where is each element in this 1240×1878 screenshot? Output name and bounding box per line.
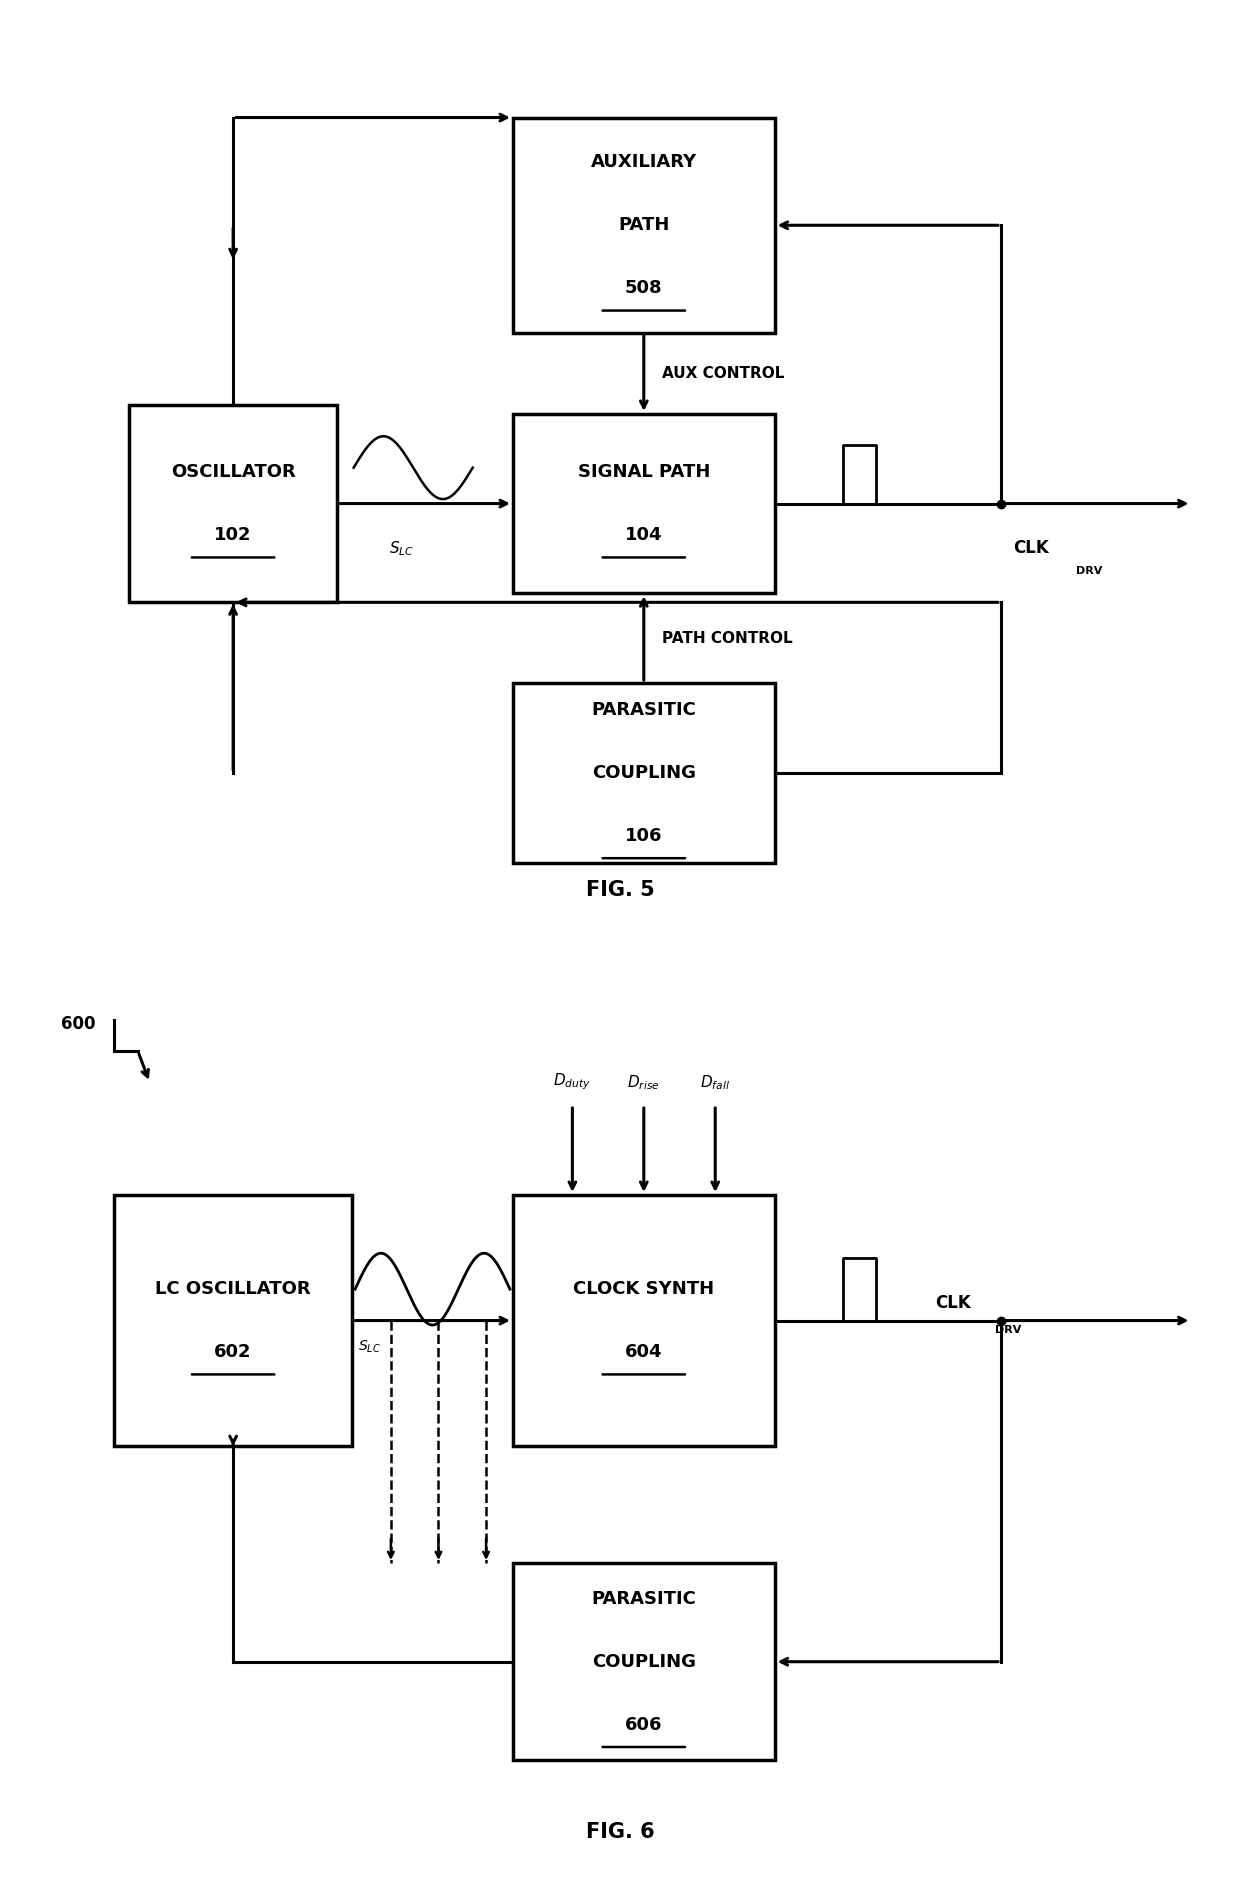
Text: CLOCK SYNTH: CLOCK SYNTH (573, 1281, 714, 1298)
Text: $S_{LC}$: $S_{LC}$ (358, 1339, 381, 1354)
Text: COUPLING: COUPLING (591, 1653, 696, 1671)
Text: PARASITIC: PARASITIC (591, 1591, 696, 1608)
Bar (513, 1194, 775, 1446)
Text: SIGNAL PATH: SIGNAL PATH (578, 464, 711, 481)
Text: AUXILIARY: AUXILIARY (590, 154, 697, 171)
Text: DRV: DRV (994, 1324, 1022, 1335)
Text: $D_{rise}$: $D_{rise}$ (627, 1072, 660, 1091)
Text: CLK: CLK (935, 1294, 971, 1311)
Text: 102: 102 (215, 526, 252, 545)
Text: 104: 104 (625, 526, 662, 545)
Text: 604: 604 (625, 1343, 662, 1362)
Text: AUX CONTROL: AUX CONTROL (662, 366, 784, 381)
Text: LC OSCILLATOR: LC OSCILLATOR (155, 1281, 311, 1298)
Bar (513, 684, 775, 862)
Text: 600: 600 (61, 1016, 95, 1033)
Text: 106: 106 (625, 826, 662, 845)
Text: FIG. 5: FIG. 5 (585, 879, 655, 900)
Text: COUPLING: COUPLING (591, 764, 696, 781)
Text: PATH CONTROL: PATH CONTROL (662, 631, 792, 646)
Text: FIG. 6: FIG. 6 (585, 1822, 655, 1842)
Text: PATH: PATH (618, 216, 670, 235)
Bar (513, 413, 775, 593)
Bar (513, 118, 775, 332)
Text: 606: 606 (625, 1716, 662, 1733)
Text: CLK: CLK (1013, 539, 1049, 558)
Text: $D_{duty}$: $D_{duty}$ (553, 1070, 591, 1091)
Bar (129, 406, 337, 603)
Text: OSCILLATOR: OSCILLATOR (171, 464, 295, 481)
Text: 602: 602 (215, 1343, 252, 1362)
Text: PARASITIC: PARASITIC (591, 700, 696, 719)
Text: $D_{fall}$: $D_{fall}$ (701, 1072, 730, 1091)
Text: DRV: DRV (1076, 565, 1102, 577)
Text: $S_{LC}$: $S_{LC}$ (389, 539, 414, 558)
Bar (114, 1194, 352, 1446)
Bar (513, 1562, 775, 1760)
Text: 508: 508 (625, 280, 662, 297)
